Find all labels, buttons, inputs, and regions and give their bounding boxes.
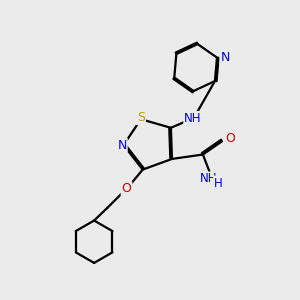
Text: O: O	[226, 132, 236, 146]
Text: N: N	[117, 139, 127, 152]
Text: S: S	[137, 111, 145, 124]
Text: N: N	[220, 51, 230, 64]
Text: H: H	[214, 177, 223, 190]
Text: O: O	[122, 182, 131, 195]
Text: NH: NH	[184, 112, 202, 125]
Text: NH: NH	[200, 172, 218, 185]
